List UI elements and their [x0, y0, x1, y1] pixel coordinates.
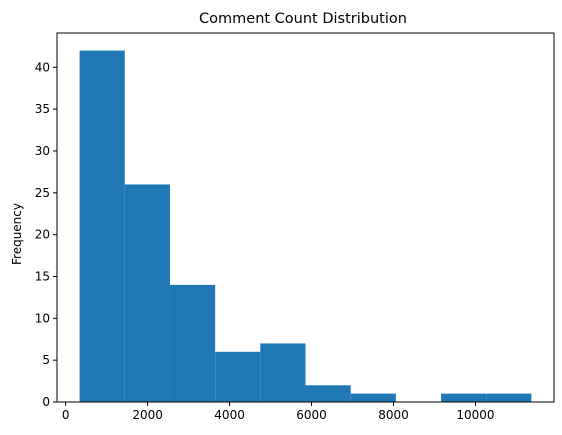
y-tick-label: 25 — [35, 186, 50, 200]
x-tick-label: 6000 — [296, 408, 327, 422]
histogram-bar-2 — [124, 184, 170, 402]
y-tick-label: 5 — [42, 353, 50, 367]
histogram-bar-5 — [260, 343, 306, 402]
bars-group — [79, 50, 532, 402]
histogram-bar-10 — [486, 393, 532, 402]
x-tick-label: 2000 — [132, 408, 163, 422]
x-tick-label: 10000 — [456, 408, 494, 422]
y-tick-label: 0 — [42, 395, 50, 409]
y-axis-label: Frequency — [10, 203, 24, 265]
histogram-bar-4 — [215, 351, 261, 402]
y-axis: 0 5 10 15 20 25 30 35 40 — [35, 60, 57, 409]
histogram-bar-6 — [305, 385, 351, 402]
x-tick-label: 4000 — [214, 408, 245, 422]
x-axis: 0 2000 4000 6000 8000 10000 — [62, 402, 495, 422]
histogram-bar-9 — [441, 393, 487, 402]
histogram-bar-1 — [79, 50, 125, 402]
y-tick-label: 35 — [35, 102, 50, 116]
y-tick-label: 30 — [35, 144, 50, 158]
y-tick-label: 15 — [35, 269, 50, 283]
y-tick-label: 10 — [35, 311, 50, 325]
plot-frame — [56, 32, 555, 403]
histogram-bar-7 — [350, 393, 396, 402]
y-tick-label: 40 — [35, 60, 50, 74]
x-tick-label: 0 — [62, 408, 70, 422]
chart-title: Comment Count Distribution — [199, 11, 407, 27]
histogram-bar-3 — [169, 284, 216, 402]
y-tick-label: 20 — [35, 228, 50, 242]
x-tick-label: 8000 — [378, 408, 409, 422]
